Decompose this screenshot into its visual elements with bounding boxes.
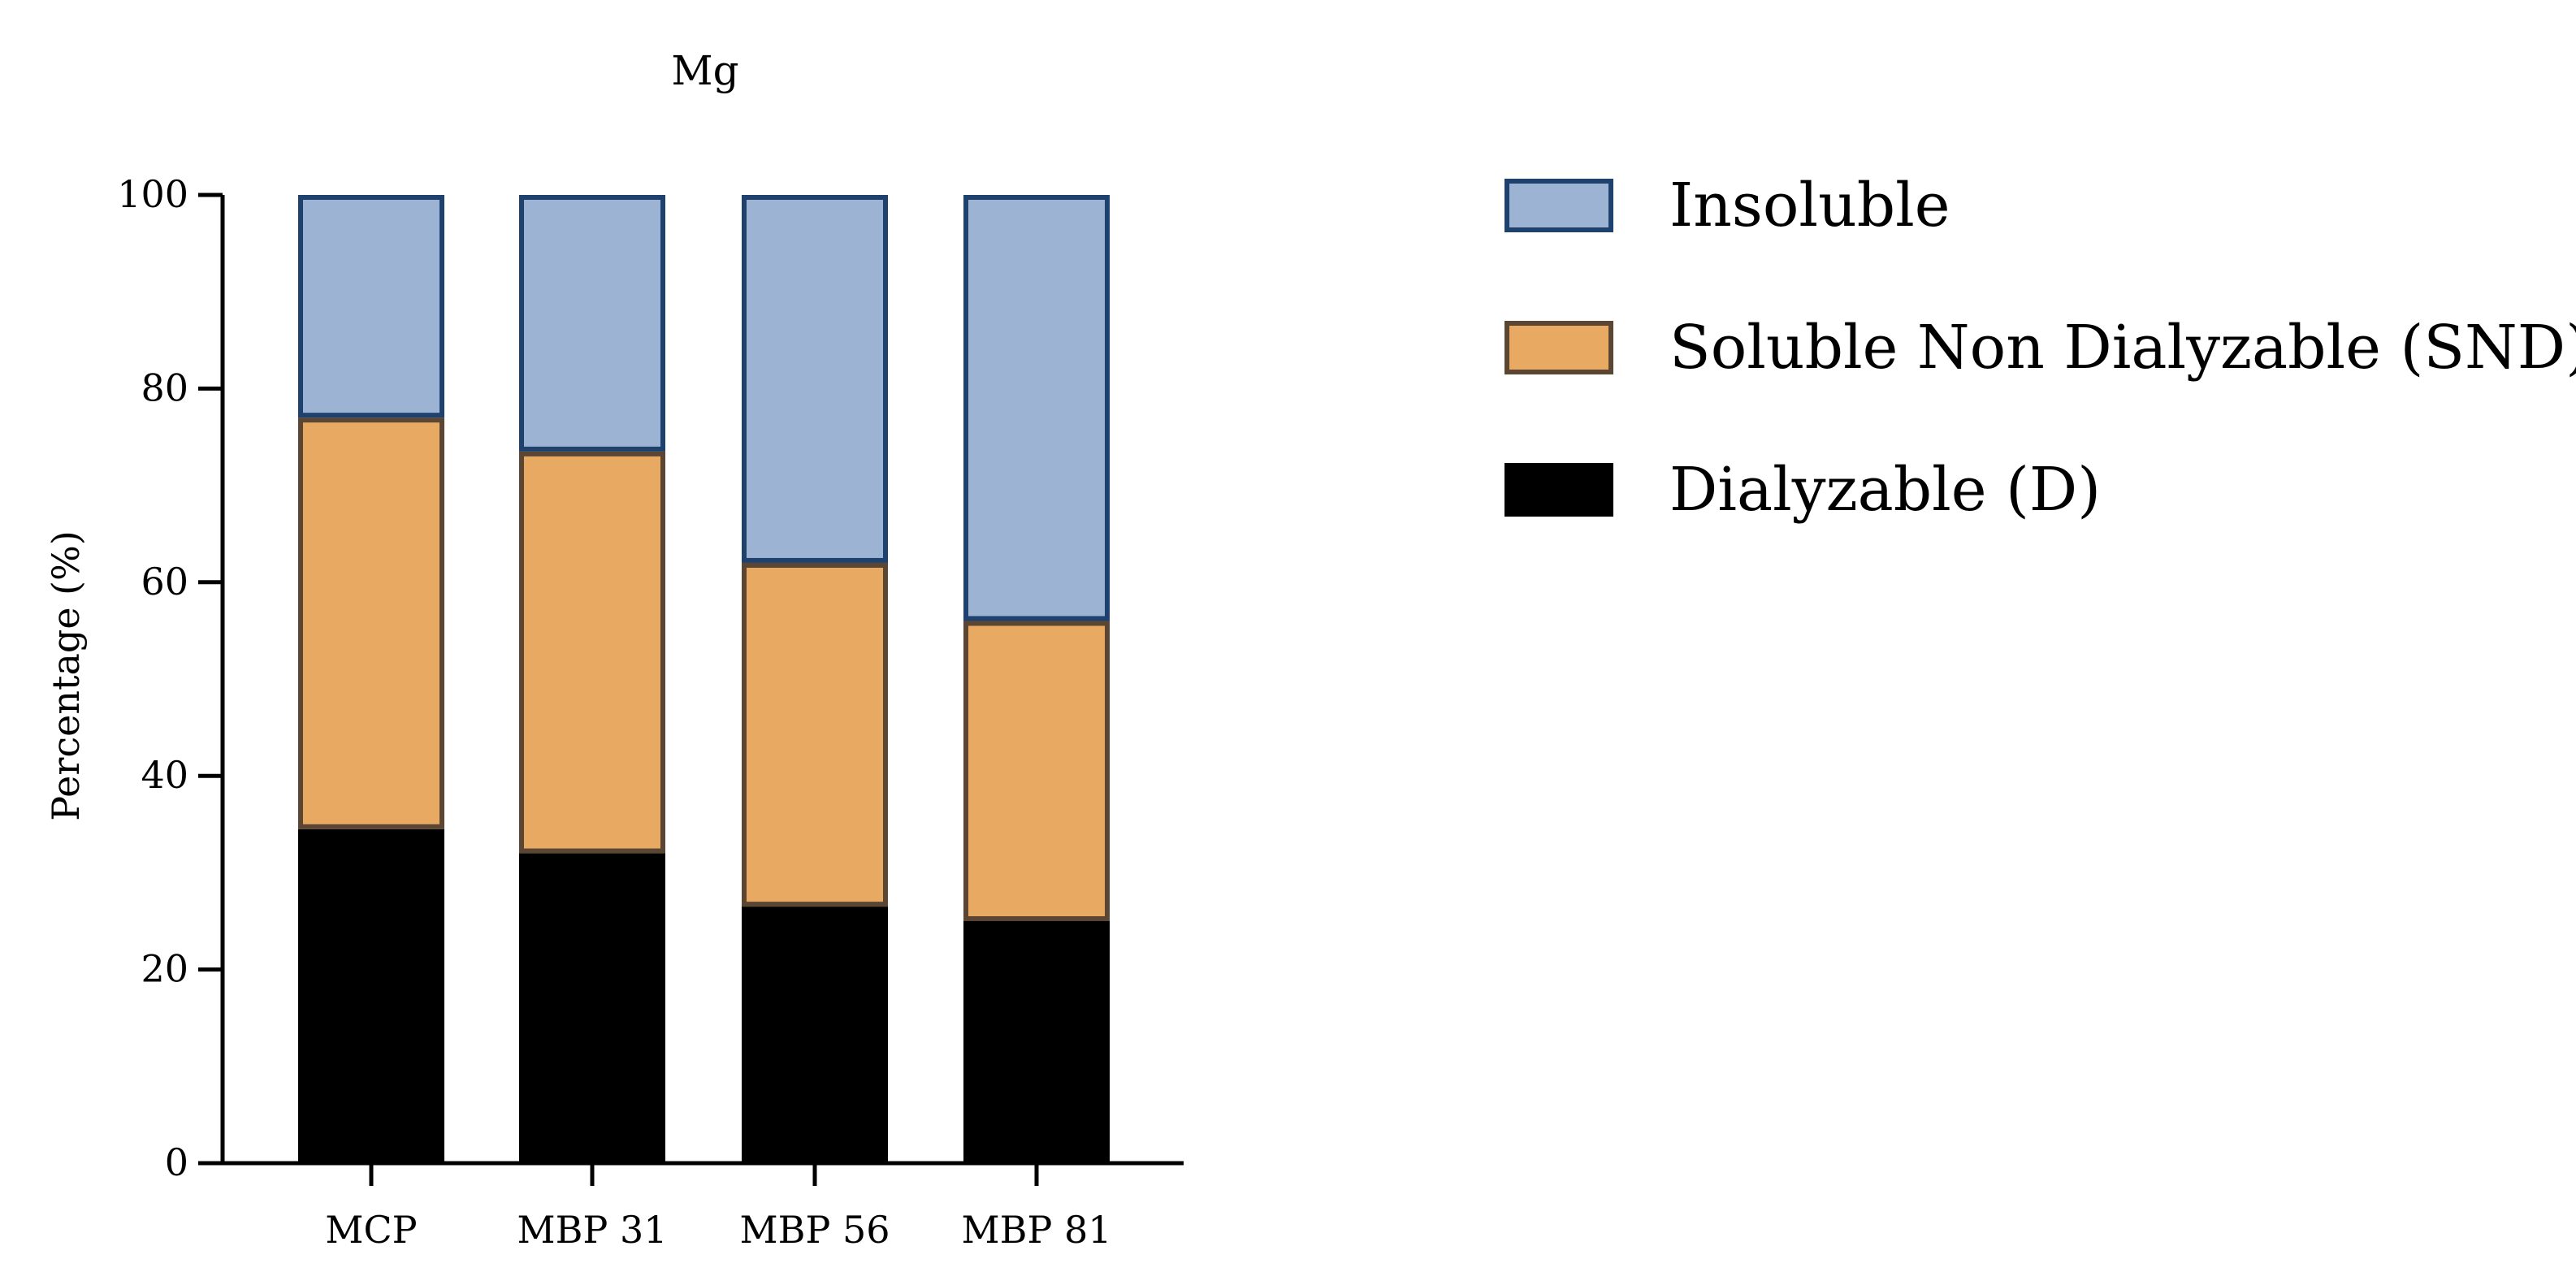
bar-segment-snd	[963, 621, 1110, 921]
legend: Insoluble Soluble Non Dialyzable (SND) Dia…	[1504, 171, 2576, 525]
legend-item-insoluble: Insoluble	[1504, 171, 1950, 240]
bar-stack	[742, 195, 888, 1163]
bar-stack	[963, 195, 1110, 1163]
legend-label: Soluble Non Dialyzable (SND)	[1669, 313, 2576, 383]
bar-segment-dialyzable	[519, 853, 665, 1163]
y-tick-label: 40	[141, 753, 188, 797]
bar-segment-insoluble	[963, 195, 1110, 621]
bar-stack	[298, 195, 444, 1163]
legend-item-dialyzable: Dialyzable (D)	[1504, 455, 2101, 525]
y-tick-label: 60	[141, 560, 188, 604]
legend-swatch	[1504, 463, 1613, 517]
y-tick-label: 80	[141, 366, 188, 409]
legend-label: Dialyzable (D)	[1669, 455, 2101, 525]
x-tick-label: MCP	[325, 1208, 417, 1252]
bar-segment-snd	[519, 451, 665, 854]
legend-item-snd: Soluble Non Dialyzable (SND)	[1504, 313, 2576, 383]
x-tick-label: MBP 56	[739, 1208, 890, 1252]
bars	[298, 195, 1110, 1163]
x-tick-label: MBP 81	[961, 1208, 1111, 1252]
bar-segment-insoluble	[742, 195, 888, 563]
y-axis-ticks: 0 20 40 60 80 100	[117, 172, 223, 1184]
x-tick-label: MBP 31	[517, 1208, 667, 1252]
chart-title: Mg	[671, 47, 738, 94]
bar-stack	[519, 195, 665, 1163]
bar-segment-dialyzable	[963, 921, 1110, 1163]
bar-segment-dialyzable	[742, 906, 888, 1163]
bar-segment-dialyzable	[298, 829, 444, 1163]
legend-swatch	[1504, 179, 1613, 232]
y-tick-label: 100	[117, 172, 188, 216]
bar-segment-snd	[742, 562, 888, 907]
legend-swatch	[1504, 321, 1613, 374]
y-tick-label: 20	[141, 947, 188, 991]
legend-label: Insoluble	[1669, 171, 1950, 240]
bar-segment-insoluble	[519, 195, 665, 452]
x-axis-ticks: MCP MBP 31 MBP 56 MBP 81	[325, 1163, 1112, 1252]
y-tick-label: 0	[165, 1140, 188, 1184]
bar-segment-insoluble	[298, 195, 444, 418]
bar-segment-snd	[298, 418, 444, 829]
y-axis-label: Percentage (%)	[44, 530, 88, 821]
